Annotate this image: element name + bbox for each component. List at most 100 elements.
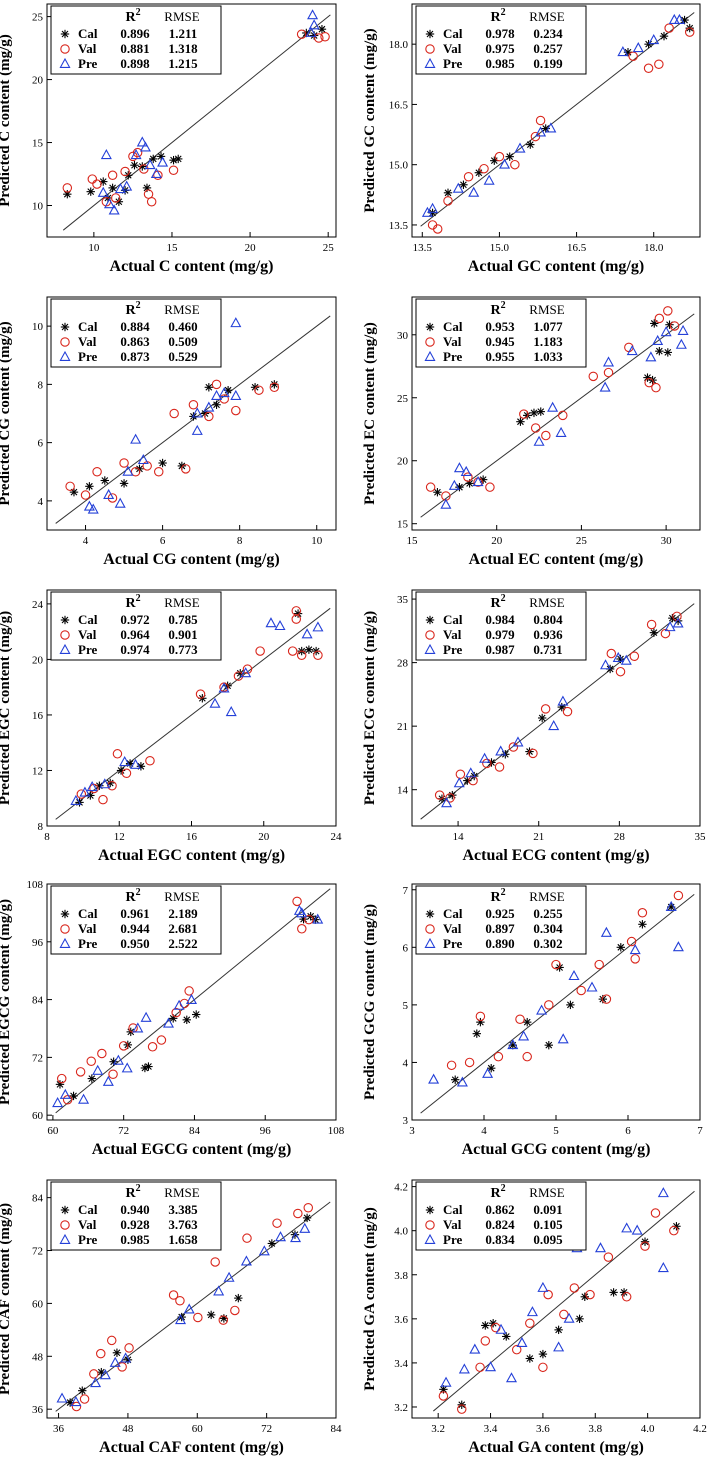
y-tick-label: 4.2 bbox=[394, 1182, 408, 1194]
data-point-val bbox=[538, 1362, 548, 1373]
legend-marker-pre bbox=[424, 350, 436, 361]
legend-r2-value: 0.884 bbox=[120, 319, 150, 334]
data-point-val bbox=[108, 1069, 118, 1079]
data-point-cal bbox=[85, 482, 94, 491]
data-point-val bbox=[87, 174, 98, 184]
legend-box bbox=[415, 298, 587, 368]
data-point-pre bbox=[533, 435, 545, 446]
data-point-val bbox=[118, 1041, 129, 1051]
series-pre bbox=[97, 9, 320, 215]
data-point-cal bbox=[433, 488, 442, 497]
legend-rmse-value: 0.936 bbox=[533, 627, 563, 642]
data-point-pre bbox=[308, 19, 320, 30]
legend-marker-val bbox=[425, 924, 435, 934]
data-point-cal bbox=[649, 628, 659, 637]
data-point-val bbox=[211, 379, 222, 390]
y-tick-label: 35 bbox=[397, 594, 409, 606]
data-point-pre bbox=[440, 498, 452, 509]
series-pre bbox=[441, 617, 684, 808]
data-point-val bbox=[204, 411, 214, 422]
data-point-cal bbox=[177, 461, 187, 471]
legend-marker-pre bbox=[424, 1233, 436, 1244]
data-point-val bbox=[629, 651, 640, 662]
data-point-cal bbox=[149, 154, 158, 164]
y-tick-label: 20 bbox=[32, 75, 44, 87]
data-point-pre bbox=[103, 198, 116, 209]
data-point-cal bbox=[156, 152, 166, 161]
data-point-pre bbox=[620, 654, 632, 665]
data-point-cal bbox=[100, 476, 109, 485]
x-tick-label: 16 bbox=[186, 831, 198, 843]
x-axis-label: Actual CG content (mg/g) bbox=[103, 551, 279, 568]
data-point-pre bbox=[132, 1022, 144, 1033]
legend-r2-value: 0.964 bbox=[120, 627, 150, 642]
x-tick-label: 25 bbox=[323, 242, 335, 254]
data-point-pre bbox=[594, 1242, 607, 1253]
data-point-pre bbox=[665, 900, 677, 911]
data-point-val bbox=[184, 986, 194, 996]
legend-marker-val bbox=[425, 337, 435, 347]
data-point-val bbox=[569, 1283, 580, 1293]
data-point-cal bbox=[536, 407, 545, 416]
legend-box bbox=[415, 591, 587, 661]
chart-panel: 15 20 25 30 15 20 25 30 Actual EC content (mg/g)… bbox=[362, 296, 701, 568]
legend-r2-value: 0.975 bbox=[485, 41, 515, 56]
data-point-cal bbox=[204, 383, 214, 392]
y-tick-label: 60 bbox=[32, 1110, 44, 1122]
data-point-pre bbox=[211, 389, 223, 400]
series-pre bbox=[56, 1222, 311, 1407]
legend-rmse-value: 1.183 bbox=[533, 334, 563, 349]
data-point-val bbox=[643, 63, 654, 74]
data-point-val bbox=[508, 742, 519, 752]
data-point-val bbox=[559, 1309, 569, 1320]
data-point-val bbox=[660, 628, 671, 639]
data-point-val bbox=[562, 706, 573, 717]
x-tick-label: 84 bbox=[331, 1423, 343, 1435]
data-point-pre bbox=[427, 202, 439, 213]
data-point-val bbox=[528, 748, 538, 759]
legend-r2-value: 0.881 bbox=[120, 41, 149, 56]
data-point-val bbox=[193, 1312, 203, 1323]
legend-r2-superscript: 2 bbox=[136, 300, 141, 311]
data-point-val bbox=[637, 908, 648, 918]
data-point-pre bbox=[56, 1392, 68, 1403]
data-point-val bbox=[464, 1057, 475, 1068]
x-tick-label: 3.6 bbox=[536, 1423, 550, 1435]
data-point-pre bbox=[114, 497, 126, 508]
data-point-pre bbox=[652, 334, 664, 346]
data-point-val bbox=[603, 1252, 614, 1262]
x-axis-label: Actual CAF content (mg/g) bbox=[99, 1439, 284, 1456]
legend-box bbox=[50, 1181, 222, 1251]
data-point-pre bbox=[672, 941, 684, 952]
data-point-cal bbox=[650, 319, 659, 328]
legend-label: Cal bbox=[443, 906, 463, 921]
data-point-val bbox=[494, 151, 505, 162]
y-axis-label: Predicted CAF content (mg/g) bbox=[0, 1203, 13, 1395]
x-tick-label: 5 bbox=[553, 1125, 559, 1137]
legend-rmse-value: 3.763 bbox=[168, 1217, 198, 1232]
data-point-pre bbox=[87, 503, 99, 514]
data-point-pre bbox=[675, 338, 687, 349]
plot-frame bbox=[46, 3, 337, 238]
data-point-val bbox=[551, 959, 561, 970]
y-tick-label: 15 bbox=[32, 138, 44, 150]
data-point-val bbox=[92, 466, 102, 477]
data-point-val bbox=[117, 1362, 127, 1372]
data-point-val bbox=[651, 382, 661, 393]
data-point-pre bbox=[100, 148, 112, 160]
y-tick-label: 6 bbox=[38, 438, 44, 450]
data-point-val bbox=[650, 1208, 661, 1218]
data-point-pre bbox=[626, 345, 638, 356]
x-tick-label: 21 bbox=[533, 831, 544, 843]
data-point-val bbox=[175, 1296, 185, 1306]
legend-rmse-value: 0.804 bbox=[533, 612, 563, 627]
data-point-val bbox=[463, 171, 474, 182]
legend-marker-cal bbox=[60, 1205, 70, 1215]
data-point-pre bbox=[223, 1271, 235, 1282]
data-point-pre bbox=[441, 797, 453, 808]
data-point-pre bbox=[677, 324, 689, 335]
legend-label: Pre bbox=[443, 936, 462, 951]
x-tick-label: 108 bbox=[328, 1125, 345, 1137]
data-point-pre bbox=[672, 617, 684, 628]
data-point-pre bbox=[312, 913, 324, 924]
